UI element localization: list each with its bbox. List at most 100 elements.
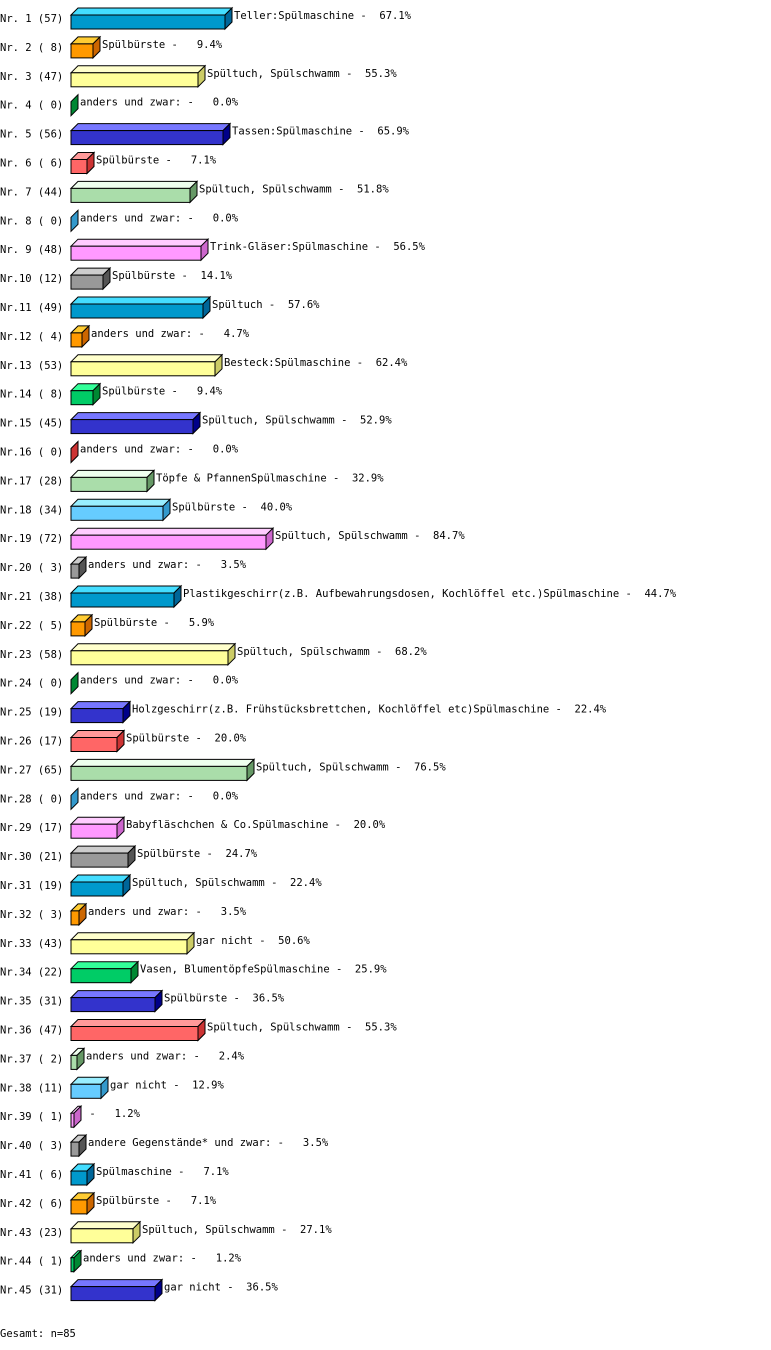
data-label: Spülbürste - 5.9% [94, 617, 215, 629]
bar [70, 997, 156, 1013]
bar [70, 274, 104, 290]
data-label: Spültuch, Spülschwamm - 76.5% [256, 761, 446, 773]
bar-side [73, 1104, 82, 1129]
category-label: Nr.14 ( 8) [0, 389, 63, 401]
category-label: Nr. 5 (56) [0, 129, 63, 141]
bar-side [81, 324, 90, 349]
bar [70, 505, 164, 521]
category-label: Nr.21 (38) [0, 591, 63, 603]
bar [70, 1199, 88, 1215]
bar-side [70, 440, 79, 464]
bar-side [130, 960, 139, 984]
bar-top [69, 180, 199, 189]
bar-side [202, 295, 211, 320]
category-label: Nr.33 (43) [0, 938, 63, 950]
bar [70, 939, 188, 955]
data-label: anders und zwar: - 0.0% [80, 97, 239, 109]
data-label: anders und zwar: - 0.0% [80, 444, 239, 456]
bar-side [197, 64, 206, 89]
bar-side [70, 209, 79, 233]
bar-side [70, 93, 79, 117]
bar-top [69, 65, 207, 74]
bar [70, 43, 94, 59]
bar-top [69, 469, 156, 478]
category-label: Nr.38 (11) [0, 1082, 63, 1094]
data-label: Spültuch, Spülschwamm - 22.4% [132, 877, 322, 889]
bar-top [69, 816, 126, 825]
category-label: Nr.45 (31) [0, 1285, 63, 1297]
bar-side [186, 931, 195, 956]
bar [70, 534, 267, 550]
bar-side [70, 671, 79, 695]
bar [70, 1286, 156, 1302]
data-label: Töpfe & PfannenSpülmaschine - 32.9% [156, 472, 384, 484]
bar [70, 621, 86, 637]
category-label: Nr.27 (65) [0, 764, 63, 776]
bar [70, 1054, 78, 1070]
bar-side [122, 873, 131, 898]
data-label: anders und zwar: - 0.0% [80, 790, 239, 802]
bar-top [69, 730, 126, 738]
bar-side [127, 844, 136, 869]
bar-side [116, 815, 125, 840]
bar-side [189, 180, 198, 204]
bar-side [227, 642, 236, 667]
data-label: anders und zwar: - 3.5% [88, 559, 247, 571]
data-label: anders und zwar: - 2.4% [86, 1050, 245, 1062]
data-label: Spülbürste - 24.7% [137, 848, 258, 860]
data-label: Spültuch, Spülschwamm - 51.8% [199, 183, 389, 195]
bar-side [154, 1278, 163, 1302]
category-label: Nr.29 (17) [0, 822, 63, 834]
data-label: gar nicht - 12.9% [110, 1079, 224, 1091]
bar-side [73, 1249, 82, 1273]
bar [70, 592, 175, 608]
bar-side [86, 1162, 95, 1187]
data-label: anders und zwar: - 3.5% [88, 906, 247, 918]
data-label: Besteck:Spülmaschine - 62.4% [224, 357, 408, 369]
bar [70, 130, 224, 146]
category-label: Nr. 7 (44) [0, 186, 63, 198]
data-label: Teller:Spülmaschine - 67.1% [234, 10, 412, 22]
category-label: Nr. 8 ( 0) [0, 215, 63, 227]
bar-side [78, 1133, 87, 1158]
bar-top [69, 296, 212, 305]
bar [70, 159, 88, 174]
category-label: Nr.18 (34) [0, 504, 63, 516]
data-label: Spülbürste - 20.0% [126, 733, 247, 745]
data-label: gar nicht - 50.6% [196, 935, 310, 947]
bar-side [154, 989, 163, 1013]
data-label: Spültuch, Spülschwamm - 55.3% [207, 1022, 397, 1034]
bar-top [69, 585, 183, 594]
category-label: Nr.43 (23) [0, 1227, 63, 1239]
data-label: Spültuch, Spülschwamm - 68.2% [237, 646, 427, 658]
data-label: Spülbürste - 7.1% [96, 155, 217, 167]
bar-side [76, 1047, 85, 1071]
bar-top [69, 123, 232, 132]
category-label: Nr. 9 (48) [0, 244, 63, 256]
category-label: Nr.28 ( 0) [0, 793, 63, 805]
data-label: Plastikgeschirr(z.B. Aufbewahrungsdosen,… [183, 588, 677, 600]
category-label: Nr.30 (21) [0, 851, 63, 863]
bar-top [69, 643, 237, 652]
bar-top [69, 412, 202, 421]
bar [70, 765, 248, 781]
bar [70, 563, 80, 579]
bar-top [69, 845, 137, 854]
bar-side [214, 353, 223, 378]
bar-side [222, 122, 231, 146]
category-label: Nr.10 (12) [0, 273, 63, 285]
total-label: Gesamt: n=85 [0, 1328, 76, 1340]
data-label: Spülbürste - 36.5% [164, 993, 285, 1005]
data-label: anders und zwar: - 4.7% [91, 328, 250, 340]
bar-side [116, 729, 125, 753]
bar-top [69, 1279, 164, 1288]
data-label: anders und zwar: - 0.0% [80, 675, 239, 687]
data-label: gar nicht - 36.5% [164, 1282, 278, 1294]
bar-top [69, 354, 224, 363]
bar [70, 476, 148, 492]
bar-top [69, 7, 234, 16]
bar-side [92, 382, 101, 406]
data-label: Holzgeschirr(z.B. Frühstücksbrettchen, K… [132, 704, 607, 716]
bar [70, 737, 118, 752]
bar-side [173, 584, 182, 609]
